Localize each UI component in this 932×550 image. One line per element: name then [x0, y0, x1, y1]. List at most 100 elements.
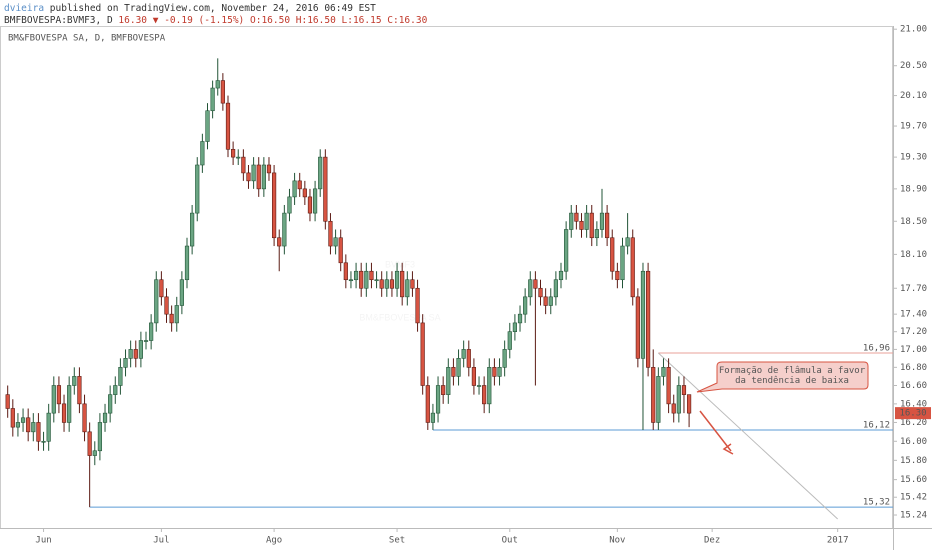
candle-body — [118, 367, 123, 386]
candle-body — [451, 367, 456, 377]
candle-body — [343, 262, 348, 281]
level-label: 16,96 — [863, 343, 890, 353]
candle-body — [56, 385, 62, 405]
candle-body — [169, 313, 174, 324]
candle-body — [640, 270, 646, 359]
callout-box — [696, 361, 869, 393]
candle-body — [302, 188, 307, 198]
annotation: Formação de flâmula a favor da tendência … — [719, 366, 866, 386]
y-tick-label: 17.00 — [900, 345, 927, 355]
watermark: BM&FBOVESPA SA — [359, 312, 440, 322]
y-tick-label: 16.60 — [900, 381, 927, 391]
candle-body — [646, 270, 651, 368]
y-tick-label: 18.50 — [900, 217, 927, 227]
candle-body — [82, 403, 87, 433]
candle-body — [149, 322, 154, 341]
candle-body — [348, 279, 354, 282]
candle-body — [179, 279, 184, 306]
candle-body — [210, 87, 215, 112]
published: published on TradingView.com, November 2… — [50, 3, 376, 14]
candle-body — [651, 367, 656, 423]
candle-body — [205, 110, 210, 142]
candle-body — [635, 296, 640, 359]
candle-body — [389, 279, 395, 289]
candle-body — [681, 385, 687, 395]
candle-body — [307, 196, 313, 214]
candle-body — [200, 141, 205, 166]
candle-body — [51, 385, 56, 414]
y-tick-label: 17.40 — [900, 310, 927, 320]
candle-body — [231, 148, 236, 158]
x-tick-label: Jul — [153, 536, 169, 546]
y-tick-label: 17.20 — [900, 327, 927, 337]
candle-body — [569, 212, 574, 230]
candle-body — [61, 403, 67, 423]
chart-title: BM&FBOVESPA SA, D, BMFBOVESPA — [8, 34, 166, 44]
candle-body — [174, 305, 179, 324]
y-tick-label: 15.60 — [900, 475, 927, 485]
watermark: BVMF3 — [385, 259, 415, 269]
candle-body — [220, 80, 225, 104]
candle-body — [164, 296, 169, 315]
candle-body — [353, 270, 359, 281]
candle-body — [512, 322, 517, 332]
candle-body — [256, 164, 261, 190]
arrow — [699, 410, 732, 452]
candle-body — [656, 376, 661, 423]
candle-body — [625, 237, 630, 247]
y-tick-label: 20.50 — [900, 61, 927, 71]
candle-body — [661, 367, 666, 377]
candle-body — [456, 358, 461, 377]
candle-body — [523, 296, 528, 315]
candle-body — [87, 431, 92, 456]
candle-body — [266, 164, 272, 174]
candle-body — [15, 422, 21, 428]
candle-body — [420, 322, 425, 386]
candle-body — [251, 164, 256, 182]
candle-body — [435, 385, 441, 414]
candle-body — [564, 229, 569, 272]
candle-body — [323, 156, 328, 222]
y-tick-label: 19.30 — [900, 153, 927, 163]
symbol-line: BMFBOVESPA:BVMF3, D 16.30 ▼ -0.19 (-1.15… — [4, 15, 428, 26]
candle-body — [415, 287, 420, 324]
candle-body — [686, 394, 692, 414]
candle-body — [599, 212, 605, 230]
candle-body — [41, 440, 46, 443]
candle-body — [108, 394, 113, 414]
candle-body — [5, 394, 10, 409]
candle-body — [318, 156, 323, 190]
candle-body — [405, 279, 410, 298]
candle-body — [123, 358, 128, 368]
candle-body — [538, 287, 543, 298]
x-tick-label: 2017 — [827, 536, 849, 546]
candle-body — [394, 270, 400, 289]
candle-body — [369, 270, 374, 281]
candle-body — [271, 172, 277, 239]
annotation-line: da tendência de baixa — [735, 375, 849, 386]
trendline — [658, 352, 839, 520]
candle-body — [594, 229, 599, 239]
candle-body — [384, 279, 389, 289]
candle-body — [184, 245, 190, 281]
candle-body — [671, 403, 676, 414]
candle-body — [497, 367, 502, 377]
candle-body — [113, 385, 118, 395]
candle-body — [446, 367, 451, 395]
candle-body — [10, 408, 15, 428]
candle-body — [492, 367, 497, 377]
candle-body — [543, 296, 548, 306]
candle-body — [574, 212, 579, 222]
y-tick-label: 18.90 — [900, 184, 927, 194]
candle-body — [143, 340, 149, 342]
level-label: 15,32 — [863, 498, 890, 508]
x-tick-label: Ago — [266, 536, 282, 546]
candle-body — [138, 340, 143, 359]
symbol: BMFBOVESPA:BVMF3, D — [4, 15, 113, 26]
y-tick-label: 16.20 — [900, 418, 927, 428]
price-label: 16.30 — [899, 409, 926, 419]
candle-body — [133, 349, 138, 359]
y-tick-label: 15.42 — [900, 493, 927, 503]
